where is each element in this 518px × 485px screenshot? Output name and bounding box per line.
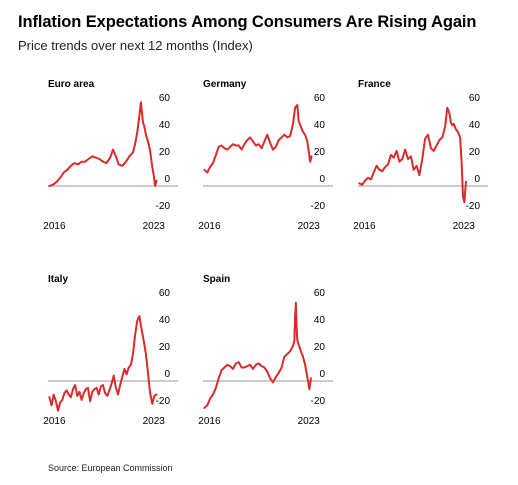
x-tick-label: 2016 <box>198 416 221 427</box>
chart-panel-spain: Spain 60 40 20 0 -20 2016 2023 <box>198 274 333 427</box>
y-tick-label: 40 <box>469 120 481 131</box>
x-tick-label: 2023 <box>298 221 321 232</box>
chart-title: Italy <box>48 274 68 285</box>
y-tick-label: 60 <box>159 288 171 299</box>
y-tick-label: 40 <box>314 315 326 326</box>
chart-title: Germany <box>203 79 247 90</box>
series-line <box>48 101 158 187</box>
x-tick-label: 2023 <box>143 416 166 427</box>
x-tick-label: 2016 <box>43 416 66 427</box>
x-tick-label: 2023 <box>143 221 166 232</box>
page-title: Inflation Expectations Among Consumers A… <box>18 13 477 31</box>
x-tick-label: 2016 <box>198 221 221 232</box>
chart-panel-euro-area: Euro area 60 40 20 0 -20 2016 2023 <box>43 79 178 232</box>
chart-panel-italy: Italy 60 40 20 0 -20 2016 2023 <box>43 274 178 427</box>
series-line <box>203 301 312 409</box>
chart-panel-france: France 60 40 20 0 -20 2016 2023 <box>353 79 488 232</box>
y-tick-label: 40 <box>159 120 171 131</box>
y-tick-label: 20 <box>469 147 481 158</box>
y-tick-label: 40 <box>314 120 326 131</box>
series-line <box>48 315 158 412</box>
page-subtitle: Price trends over next 12 months (Index) <box>18 38 253 53</box>
x-tick-label: 2016 <box>43 221 66 232</box>
y-tick-label: -20 <box>466 201 481 212</box>
x-tick-label: 2023 <box>453 221 476 232</box>
y-tick-label: 60 <box>314 288 326 299</box>
y-tick-label: 20 <box>159 342 171 353</box>
y-tick-label: 0 <box>164 174 170 185</box>
x-tick-label: 2016 <box>353 221 376 232</box>
x-tick-label: 2023 <box>298 416 321 427</box>
y-tick-label: -20 <box>311 201 326 212</box>
y-tick-label: 0 <box>164 369 170 380</box>
series-line <box>358 106 467 204</box>
y-tick-label: 60 <box>469 93 481 104</box>
chart-title: France <box>358 79 391 90</box>
chart-panel-germany: Germany 60 40 20 0 -20 2016 2023 <box>198 79 333 232</box>
source-note: Source: European Commission <box>48 463 173 473</box>
chart-title: Euro area <box>48 79 95 90</box>
y-tick-label: 20 <box>314 342 326 353</box>
series-line <box>203 104 313 174</box>
y-tick-label: 20 <box>159 147 171 158</box>
y-tick-label: 0 <box>319 174 325 185</box>
y-tick-label: 0 <box>474 174 480 185</box>
y-tick-label: 60 <box>159 93 171 104</box>
y-tick-label: -20 <box>156 396 171 407</box>
y-tick-label: -20 <box>311 396 326 407</box>
y-tick-label: 0 <box>319 369 325 380</box>
chart-title: Spain <box>203 274 230 285</box>
y-tick-label: -20 <box>156 201 171 212</box>
y-tick-label: 40 <box>159 315 171 326</box>
y-tick-label: 60 <box>314 93 326 104</box>
y-tick-label: 20 <box>314 147 326 158</box>
